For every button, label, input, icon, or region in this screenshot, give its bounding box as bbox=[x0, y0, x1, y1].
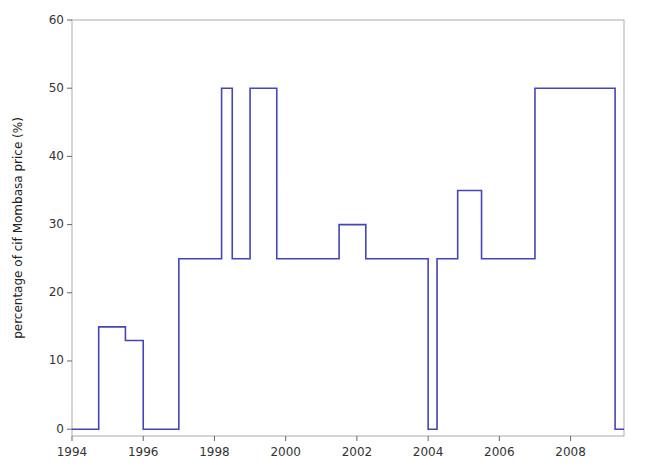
x-tick bbox=[356, 436, 357, 441]
plot-area bbox=[72, 88, 624, 429]
x-tick bbox=[285, 436, 286, 441]
y-tick bbox=[67, 20, 72, 21]
x-tick-label: 1998 bbox=[199, 445, 230, 459]
y-tick bbox=[67, 156, 72, 157]
chart: 0 10 20 30 40 50 60 1994 1996 1998 2000 2002 2004 200… bbox=[0, 0, 646, 476]
x-tick-label: 2004 bbox=[413, 445, 444, 459]
y-tick bbox=[67, 88, 72, 89]
y-tick-label: 60 bbox=[49, 13, 64, 27]
y-tick bbox=[67, 429, 72, 430]
x-tick bbox=[72, 436, 73, 441]
x-tick-label: 2000 bbox=[270, 445, 301, 459]
chart-container: 0 10 20 30 40 50 60 1994 1996 1998 2000 2002 2004 200… bbox=[0, 0, 646, 476]
x-tick bbox=[428, 436, 429, 441]
y-tick bbox=[67, 292, 72, 293]
x-tick-label: 2002 bbox=[342, 445, 373, 459]
x-tick bbox=[570, 436, 571, 441]
y-tick-label: 20 bbox=[49, 285, 64, 299]
plot-frame bbox=[72, 20, 624, 436]
x-tick bbox=[499, 436, 500, 441]
y-tick-label: 10 bbox=[49, 353, 64, 367]
x-tick-label: 1996 bbox=[128, 445, 159, 459]
y-tick bbox=[67, 360, 72, 361]
data-line bbox=[72, 88, 624, 429]
x-axis: 1994 1996 1998 2000 2002 2004 2006 2008 bbox=[57, 436, 586, 459]
y-tick-label: 50 bbox=[49, 81, 64, 95]
x-tick-label: 2006 bbox=[484, 445, 515, 459]
y-tick bbox=[67, 224, 72, 225]
x-tick-label: 1994 bbox=[57, 445, 88, 459]
y-tick-label: 40 bbox=[49, 149, 64, 163]
y-axis: 0 10 20 30 40 50 60 bbox=[49, 13, 72, 436]
y-tick-label: 0 bbox=[56, 422, 64, 436]
x-tick bbox=[214, 436, 215, 441]
x-tick-label: 2008 bbox=[555, 445, 586, 459]
y-axis-label: percentage of cif Mombasa price (%) bbox=[11, 117, 25, 339]
y-tick-label: 30 bbox=[49, 217, 64, 231]
x-tick bbox=[143, 436, 144, 441]
